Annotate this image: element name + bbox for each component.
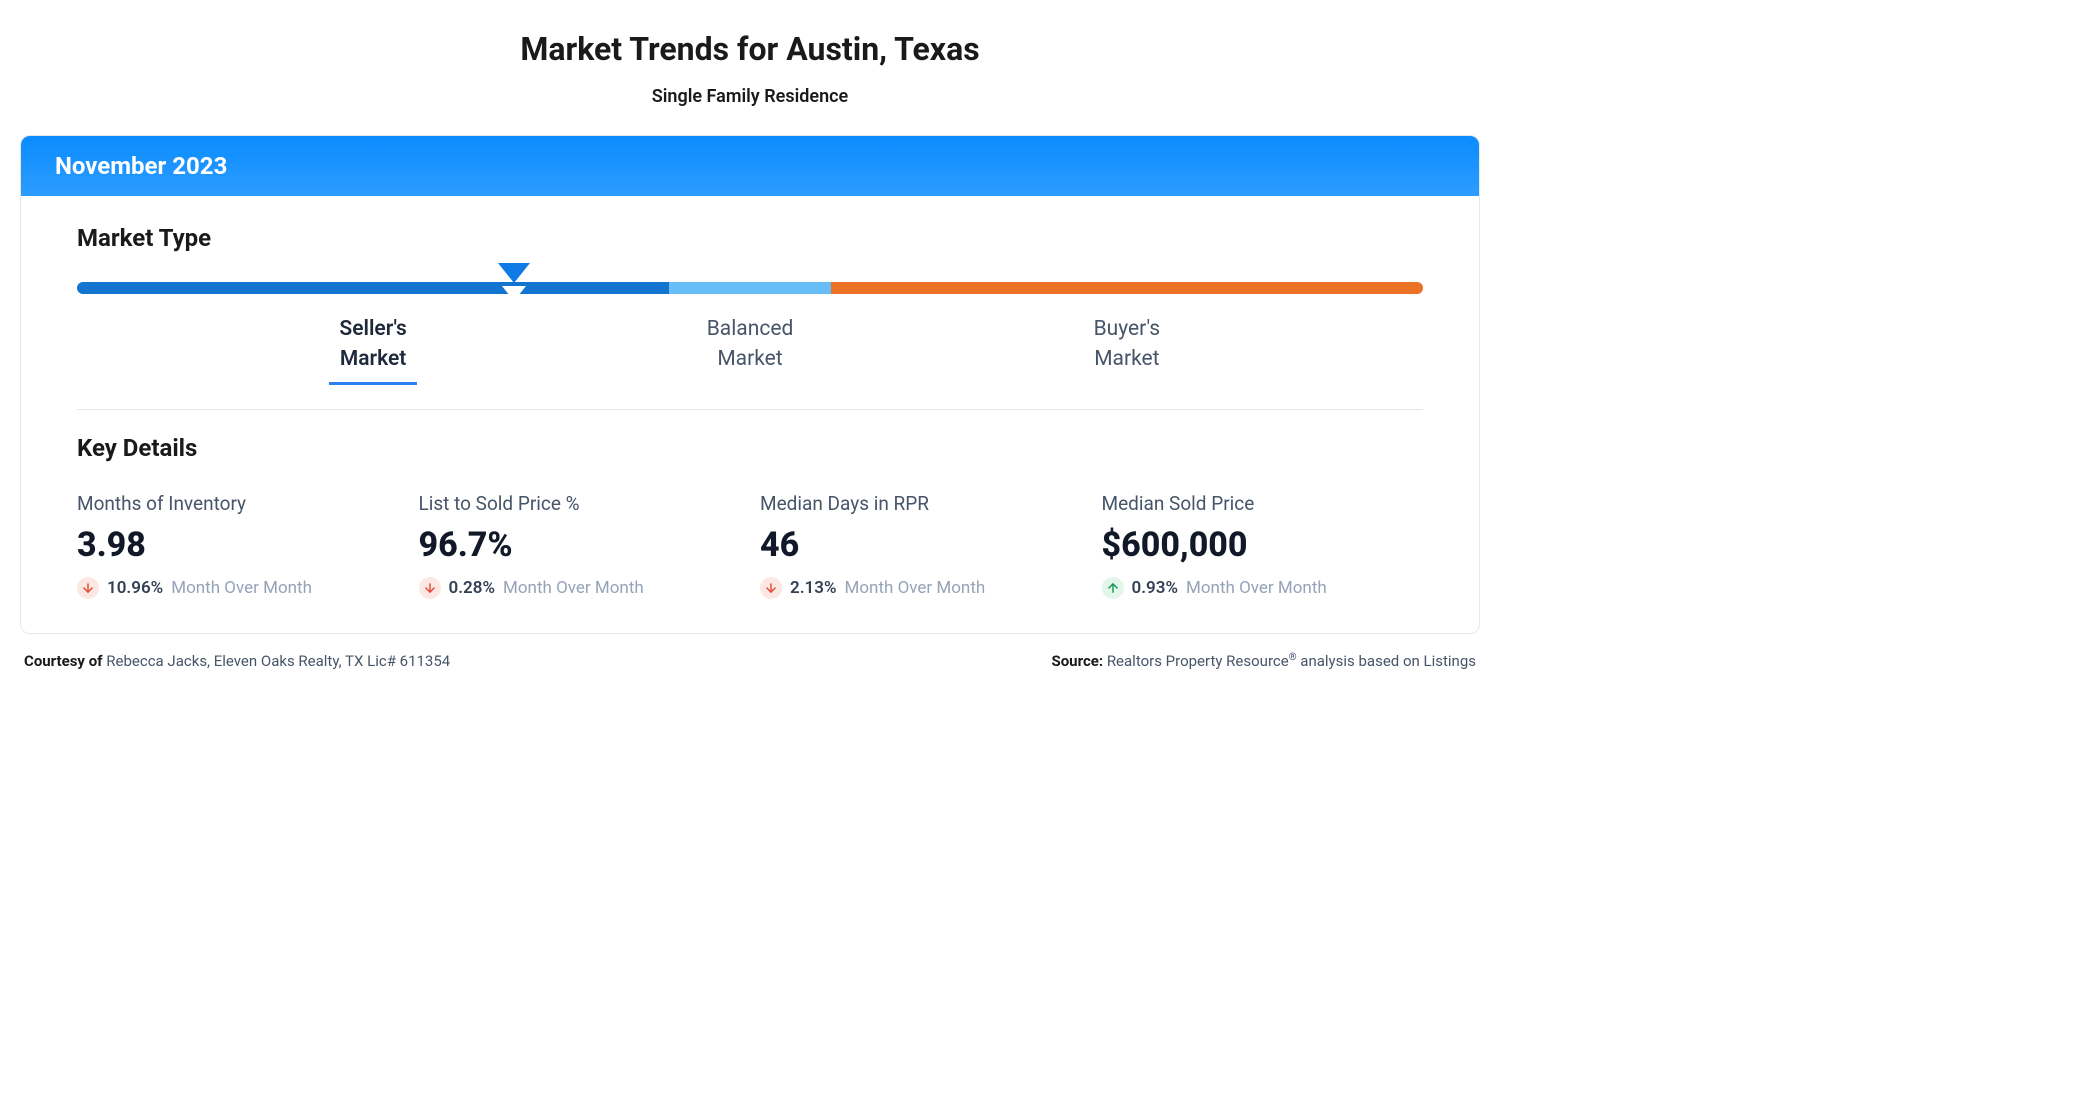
divider <box>77 409 1423 410</box>
footer-source-a: Realtors Property Resource <box>1107 652 1289 670</box>
market-type-label-line1: Balanced <box>669 314 831 344</box>
key-detail-change: 2.13% Month Over Month <box>760 577 1082 599</box>
key-detail-item: Median Days in RPR 46 2.13% Month Over Mont… <box>760 492 1082 599</box>
key-details-heading: Key Details <box>77 434 1423 462</box>
market-type-label-line2: Market <box>831 344 1423 374</box>
market-type-labels: Seller'sMarketBalancedMarketBuyer'sMarke… <box>77 314 1423 375</box>
market-type-label: BalancedMarket <box>669 314 831 375</box>
card-body: Market Type Seller'sMarketBalancedMarket… <box>21 196 1479 633</box>
footer-courtesy-prefix: Courtesy of <box>24 652 106 670</box>
market-type-bar <box>77 282 1423 294</box>
arrow-down-icon <box>419 577 441 599</box>
market-type-label-line2: Market <box>77 344 669 374</box>
arrow-down-icon <box>77 577 99 599</box>
footer-courtesy-name: Rebecca Jacks, Eleven Oaks Realty, TX Li… <box>106 652 450 670</box>
key-detail-change-pct: 0.28% <box>449 578 496 598</box>
market-type-chart <box>77 282 1423 294</box>
key-detail-item: Median Sold Price $600,000 0.93% Month Over… <box>1102 492 1424 599</box>
footer-courtesy: Courtesy of Rebecca Jacks, Eleven Oaks R… <box>24 652 450 670</box>
footer-source-prefix: Source: <box>1051 652 1106 670</box>
footer-source-b: analysis based on Listings <box>1297 652 1476 670</box>
market-type-segment <box>77 282 669 294</box>
key-detail-change: 0.28% Month Over Month <box>419 577 741 599</box>
market-type-label: Buyer'sMarket <box>831 314 1423 375</box>
market-type-segment <box>669 282 831 294</box>
key-detail-label: List to Sold Price % <box>419 492 741 515</box>
key-details-grid: Months of Inventory 3.98 10.96% Month Over … <box>77 492 1423 599</box>
registered-icon: ® <box>1289 652 1297 663</box>
key-detail-value: 96.7% <box>419 525 741 565</box>
key-detail-change-pct: 2.13% <box>790 578 837 598</box>
key-detail-label: Months of Inventory <box>77 492 399 515</box>
arrow-down-icon <box>760 577 782 599</box>
market-type-pointer-icon <box>498 263 530 283</box>
market-type-label-line1: Seller's <box>77 314 669 344</box>
key-detail-label: Median Days in RPR <box>760 492 1082 515</box>
footer-source: Source: Realtors Property Resource® anal… <box>1051 652 1476 670</box>
card-header: November 2023 <box>21 136 1479 196</box>
key-detail-change-period: Month Over Month <box>171 578 312 598</box>
key-detail-value: 3.98 <box>77 525 399 565</box>
key-detail-change-pct: 0.93% <box>1132 578 1179 598</box>
market-type-label-line2: Market <box>669 344 831 374</box>
arrow-up-icon <box>1102 577 1124 599</box>
footer: Courtesy of Rebecca Jacks, Eleven Oaks R… <box>20 652 1480 670</box>
market-type-label-line1: Buyer's <box>831 314 1423 344</box>
key-detail-value: $600,000 <box>1102 525 1424 565</box>
key-detail-item: Months of Inventory 3.98 10.96% Month Over … <box>77 492 399 599</box>
market-type-label: Seller'sMarket <box>77 314 669 375</box>
key-detail-change-period: Month Over Month <box>845 578 986 598</box>
key-detail-value: 46 <box>760 525 1082 565</box>
market-type-heading: Market Type <box>77 224 1423 252</box>
market-card: November 2023 Market Type Seller'sMarket… <box>20 135 1480 634</box>
market-type-segment <box>831 282 1423 294</box>
key-detail-item: List to Sold Price % 96.7% 0.28% Month Over… <box>419 492 741 599</box>
key-detail-change: 0.93% Month Over Month <box>1102 577 1424 599</box>
key-detail-change-period: Month Over Month <box>1186 578 1327 598</box>
key-detail-label: Median Sold Price <box>1102 492 1424 515</box>
page-title: Market Trends for Austin, Texas <box>20 30 1480 68</box>
key-detail-change: 10.96% Month Over Month <box>77 577 399 599</box>
page-subtitle: Single Family Residence <box>20 86 1480 107</box>
key-detail-change-period: Month Over Month <box>503 578 644 598</box>
key-detail-change-pct: 10.96% <box>107 578 163 598</box>
